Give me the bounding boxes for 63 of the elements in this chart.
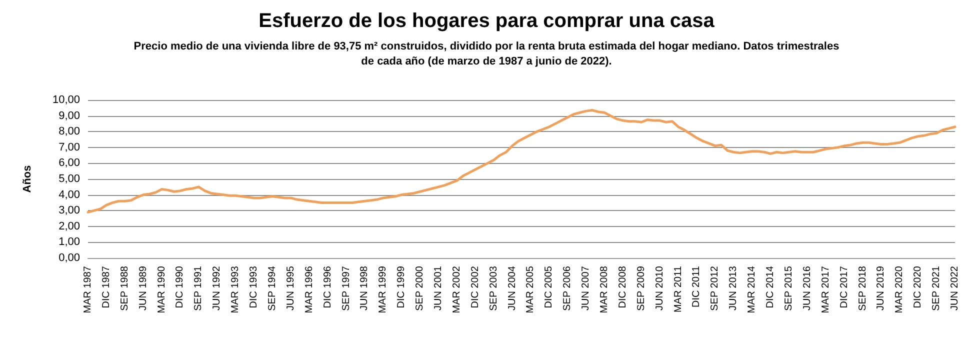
x-tick-label: MAR 1990 bbox=[156, 266, 168, 314]
x-tick-label: SEP 2015 bbox=[783, 266, 794, 311]
x-tick-label: MAR 2017 bbox=[820, 266, 832, 314]
y-tick-label: 1,00 bbox=[58, 236, 80, 248]
x-tick-label: DIC 1993 bbox=[248, 266, 260, 308]
x-tick-label: SEP 1991 bbox=[193, 266, 204, 311]
x-tick-label: MAR 1999 bbox=[378, 266, 389, 314]
x-tick-label: JUN 1989 bbox=[138, 266, 149, 310]
x-tick-label: SEP 2012 bbox=[710, 266, 721, 311]
y-tick-label: 4,00 bbox=[58, 188, 80, 201]
x-tick-label: JUN 2010 bbox=[654, 266, 666, 310]
y-tick-label: 10,00 bbox=[52, 94, 80, 106]
x-tick-label: JUN 1998 bbox=[359, 266, 370, 310]
x-tick-label: MAR 2005 bbox=[525, 266, 536, 314]
x-tick-label: DIC 2020 bbox=[912, 266, 924, 308]
x-tick-label: DIC 1996 bbox=[322, 266, 334, 308]
x-tick-label: MAR 2011 bbox=[672, 266, 684, 313]
y-tick-label: 7,00 bbox=[58, 141, 80, 154]
y-tick-label: 3,00 bbox=[58, 204, 80, 217]
x-tick-label: JUN 1992 bbox=[212, 266, 223, 310]
y-tick-label: 6,00 bbox=[58, 157, 80, 170]
y-tick-label: 0,00 bbox=[58, 252, 80, 264]
x-tick-label: SEP 2018 bbox=[857, 266, 868, 311]
x-tick-label: JUN 2013 bbox=[728, 266, 740, 310]
line-series bbox=[86, 109, 956, 214]
y-tick-label: 9,00 bbox=[58, 110, 80, 122]
y-tick-label: 8,00 bbox=[58, 126, 80, 138]
x-tick-label: SEP 1988 bbox=[119, 266, 130, 311]
x-tick-label: DIC 2005 bbox=[544, 266, 555, 308]
x-tick-label: MAR 1987 bbox=[82, 266, 94, 314]
y-tick-label: 2,00 bbox=[58, 220, 80, 232]
x-tick-label: MAR 2014 bbox=[746, 266, 758, 314]
x-tick-label: DIC 2011 bbox=[691, 266, 702, 308]
x-tick-label: MAR 2002 bbox=[451, 266, 462, 314]
x-tick-label: MAR 1993 bbox=[230, 266, 242, 314]
x-tick-label: SEP 1994 bbox=[266, 266, 278, 311]
x-tick-label: SEP 2009 bbox=[636, 266, 647, 311]
x-tick-label: MAR 1996 bbox=[304, 266, 315, 314]
x-tick-label: SEP 2006 bbox=[562, 266, 574, 311]
x-tick-label: JUN 2007 bbox=[580, 266, 592, 310]
x-tick-label: DIC 2014 bbox=[765, 266, 776, 308]
x-tick-label: DIC 2008 bbox=[617, 266, 628, 308]
x-tick-label: DIC 2002 bbox=[470, 266, 481, 308]
x-tick-label: JUN 2004 bbox=[506, 266, 518, 310]
x-tick-label: DIC 1987 bbox=[100, 266, 112, 308]
y-tick-label: 5,00 bbox=[58, 173, 80, 185]
x-tick-label: DIC 2017 bbox=[838, 266, 850, 308]
chart-subtitle: Precio medio de una vivienda libre de 93,75 m² construidos, dividido por la renta bruta estimada del hogar mediano. Datos trimestrales de cada año (de marzo de 1987 a junio de 2022). bbox=[134, 40, 840, 68]
x-tick-label: SEP 2021 bbox=[931, 266, 942, 311]
x-tick-label: MAR 2008 bbox=[599, 266, 610, 314]
x-tick-label: JUN 2016 bbox=[802, 266, 813, 310]
x-tick-label: JUN 2022 bbox=[950, 266, 960, 310]
x-tick-label: JUN 2001 bbox=[432, 266, 444, 310]
x-tick-label: SEP 2000 bbox=[414, 266, 426, 311]
chart-title: Esfuerzo de los hogares para comprar una casa bbox=[258, 10, 716, 32]
x-tick-label: MAR 2020 bbox=[894, 266, 906, 314]
x-tick-label: SEP 2003 bbox=[488, 266, 500, 311]
x-tick-label: JUN 2019 bbox=[876, 266, 887, 310]
y-axis-title: Años bbox=[22, 165, 34, 193]
x-tick-label: DIC 1999 bbox=[396, 266, 408, 308]
x-tick-label: JUN 1995 bbox=[285, 266, 296, 310]
x-tick-label: DIC 1990 bbox=[174, 266, 186, 308]
x-tick-label: SEP 1997 bbox=[340, 266, 352, 311]
